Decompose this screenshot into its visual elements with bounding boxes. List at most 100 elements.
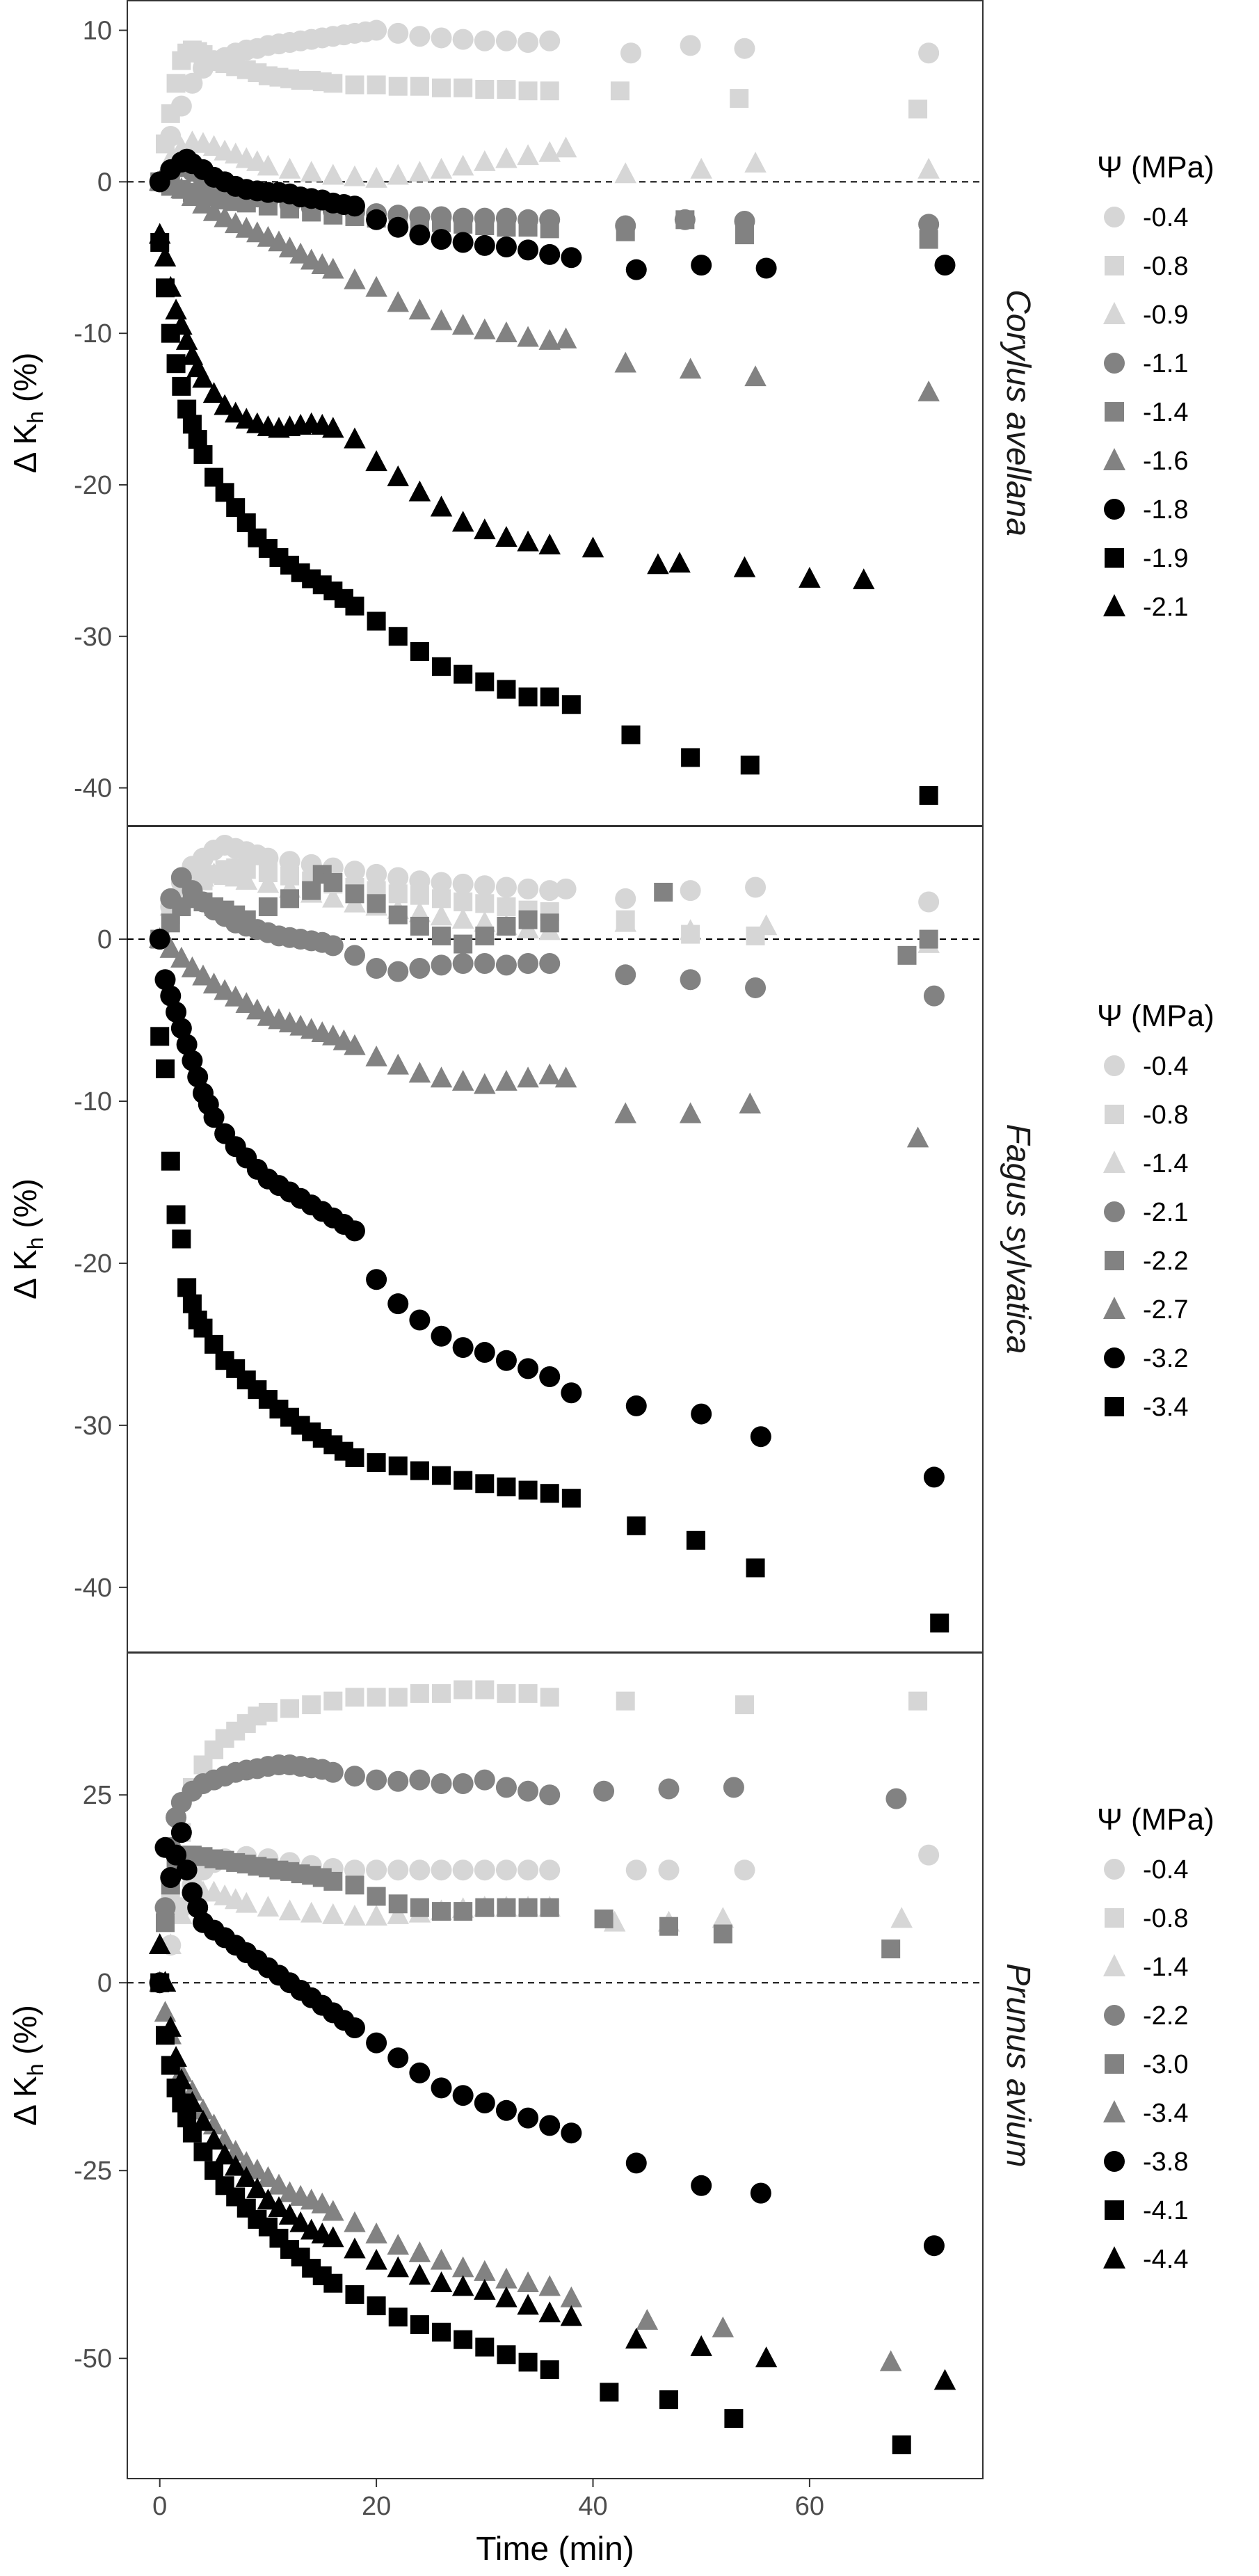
data-point bbox=[744, 365, 767, 387]
data-point bbox=[475, 894, 495, 913]
legend-key bbox=[1105, 1397, 1124, 1416]
data-point bbox=[917, 157, 940, 179]
data-point bbox=[852, 568, 875, 589]
y-tick-label: -40 bbox=[74, 1574, 112, 1603]
series--2.7 bbox=[148, 927, 929, 1148]
data-point bbox=[278, 1899, 301, 1921]
legend-key bbox=[1103, 1954, 1125, 1976]
y-axis-title: Δ Kh (%) bbox=[7, 353, 48, 474]
data-point bbox=[280, 1699, 300, 1718]
data-point bbox=[881, 1939, 901, 1959]
data-point bbox=[366, 863, 387, 885]
legend-key bbox=[1105, 256, 1124, 275]
data-point bbox=[561, 1489, 581, 1508]
data-point bbox=[409, 1769, 431, 1791]
data-point bbox=[365, 1905, 387, 1926]
legend-label: -0.4 bbox=[1143, 1855, 1188, 1885]
data-point bbox=[539, 1366, 561, 1387]
legend-label: -2.1 bbox=[1143, 593, 1188, 622]
data-point bbox=[474, 2093, 495, 2113]
data-point bbox=[161, 1151, 180, 1171]
data-point bbox=[224, 985, 247, 1007]
data-point bbox=[518, 81, 538, 101]
x-tick-label: 0 bbox=[152, 2492, 167, 2521]
data-point bbox=[408, 298, 431, 320]
data-point bbox=[159, 936, 182, 958]
legend-title: Ψ (MPa) bbox=[1097, 1802, 1214, 1837]
data-point bbox=[344, 165, 366, 186]
data-point bbox=[148, 1933, 171, 1955]
y-axis-title: Δ Kh (%) bbox=[7, 2005, 48, 2126]
data-point bbox=[387, 2234, 409, 2255]
plot-panel-border bbox=[127, 826, 984, 1653]
legend-key bbox=[1104, 2151, 1125, 2172]
data-point bbox=[367, 2296, 386, 2316]
data-point bbox=[540, 2360, 559, 2379]
data-point bbox=[409, 2062, 431, 2083]
data-point bbox=[539, 953, 561, 974]
data-point bbox=[322, 257, 344, 279]
legend-label: -3.2 bbox=[1143, 1344, 1188, 1373]
data-point bbox=[150, 1027, 170, 1046]
data-point bbox=[561, 247, 582, 269]
data-point bbox=[474, 1073, 496, 1094]
data-point bbox=[388, 1456, 408, 1475]
x-tick-label: 60 bbox=[795, 2492, 824, 2521]
data-point bbox=[432, 657, 451, 676]
data-point bbox=[620, 42, 641, 64]
data-point bbox=[518, 1780, 539, 1802]
data-point bbox=[430, 309, 453, 330]
data-point bbox=[923, 985, 945, 1007]
data-point bbox=[170, 1018, 192, 1039]
data-point bbox=[192, 2098, 214, 2120]
data-point bbox=[257, 1896, 280, 1917]
data-point bbox=[497, 680, 516, 699]
data-point bbox=[636, 2309, 659, 2330]
data-point bbox=[154, 246, 177, 267]
data-point bbox=[658, 1778, 680, 1800]
data-point bbox=[344, 2237, 366, 2259]
data-point bbox=[410, 642, 429, 662]
data-point bbox=[740, 755, 760, 775]
data-point bbox=[474, 953, 495, 974]
data-point bbox=[918, 214, 940, 235]
data-point bbox=[908, 99, 928, 119]
data-point bbox=[177, 1278, 197, 1297]
data-point bbox=[408, 480, 431, 502]
data-point bbox=[323, 74, 343, 93]
data-point bbox=[475, 1474, 495, 1494]
data-point bbox=[409, 1859, 431, 1881]
data-point bbox=[387, 1903, 409, 1924]
data-point bbox=[300, 161, 323, 182]
legend-label: -0.8 bbox=[1143, 252, 1188, 281]
legend-label: -2.7 bbox=[1143, 1295, 1188, 1325]
data-point bbox=[322, 2226, 344, 2248]
data-point bbox=[388, 1688, 408, 1707]
data-point bbox=[410, 1461, 429, 1480]
y-tick-label: -40 bbox=[74, 774, 112, 803]
data-point bbox=[408, 2264, 431, 2285]
data-point bbox=[344, 1034, 366, 1055]
data-point bbox=[170, 946, 193, 968]
data-point bbox=[518, 31, 539, 53]
data-point bbox=[409, 1309, 431, 1331]
data-point bbox=[497, 2345, 516, 2365]
y-tick-label: 10 bbox=[83, 17, 112, 46]
data-point bbox=[755, 257, 777, 279]
data-point bbox=[367, 75, 386, 95]
data-point bbox=[474, 150, 496, 171]
data-point bbox=[322, 886, 344, 908]
data-point bbox=[387, 2047, 409, 2069]
data-point bbox=[495, 2267, 518, 2289]
data-point bbox=[170, 1822, 192, 1843]
data-point bbox=[730, 89, 749, 109]
data-point bbox=[365, 2248, 387, 2270]
data-point bbox=[166, 1205, 186, 1224]
data-point bbox=[495, 954, 517, 976]
data-point bbox=[892, 2435, 911, 2454]
data-point bbox=[388, 1894, 408, 1914]
data-point bbox=[344, 2017, 365, 2038]
data-point bbox=[408, 1062, 431, 1083]
data-point bbox=[205, 1334, 224, 1354]
data-point bbox=[680, 35, 701, 56]
